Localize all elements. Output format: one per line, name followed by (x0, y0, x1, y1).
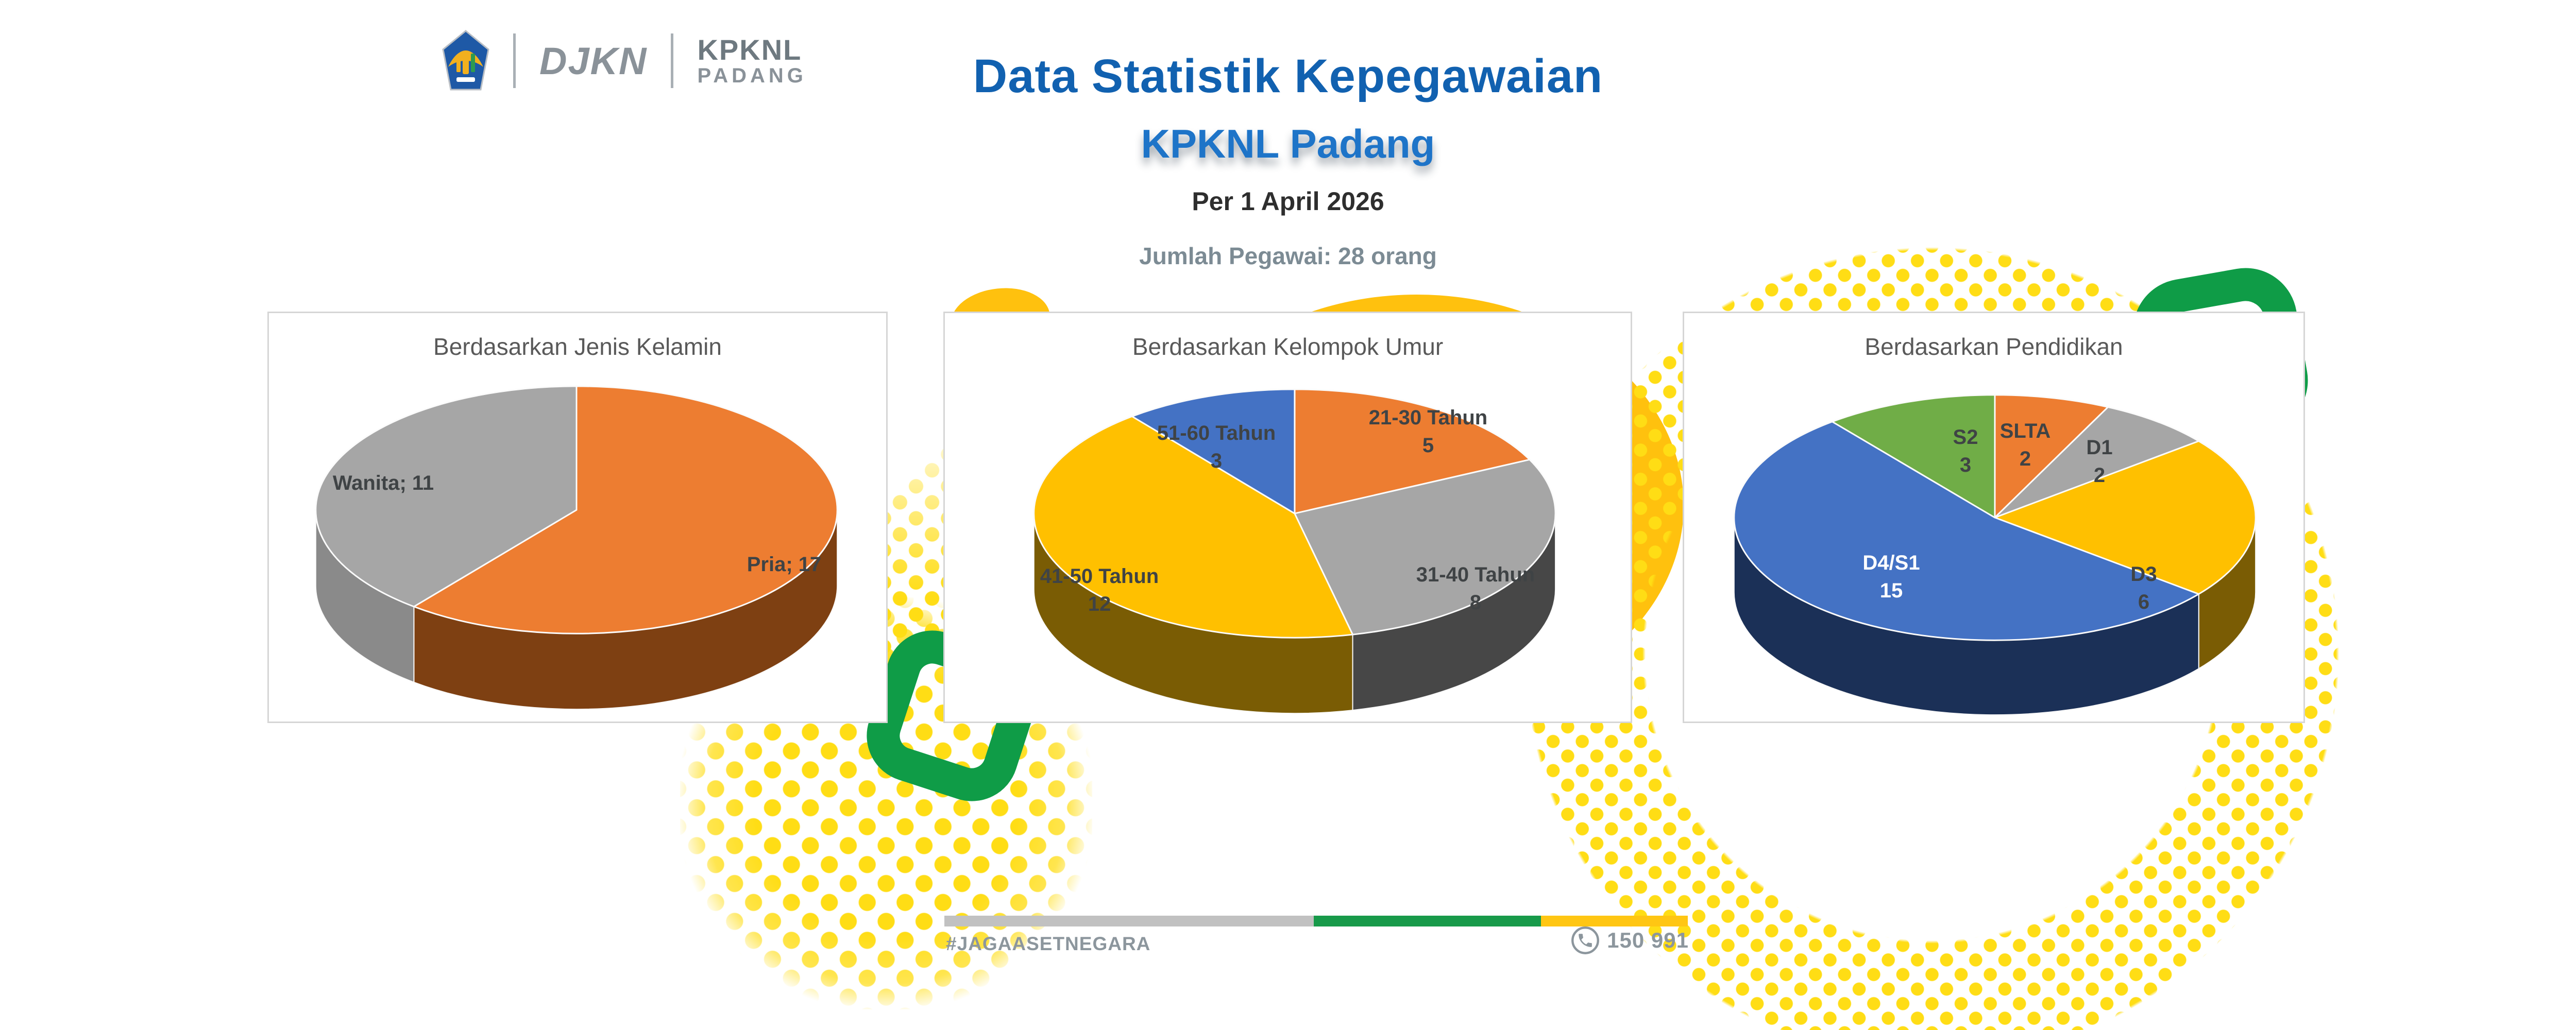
chart-panel-pendidikan: Berdasarkan Pendidikan SLTA 2 D1 2 D3 6 D4/S1 1… (1683, 312, 2305, 723)
footer-bar-segment (1314, 916, 1541, 926)
chart-title: Berdasarkan Pendidikan (1865, 333, 2123, 360)
page-subtitle: KPKNL Padang (1141, 121, 1435, 166)
chart-panel-jenis-kelamin: Berdasarkan Jenis Kelamin Pria; 17 Wanita… (267, 312, 888, 723)
pie-slice-label: 51-60 Tahun 3 (1157, 422, 1276, 472)
pie-slice-label: D1 2 (2086, 436, 2113, 487)
pie-slice-label: Wanita; 11 (332, 472, 434, 494)
footer-progress-bar (944, 916, 1688, 926)
as-of-date: Per 1 April 2026 (1192, 187, 1384, 216)
djkn-logo-text: DJKN (539, 39, 648, 82)
pie-chart-pendidikan (1733, 394, 2257, 716)
pie-slice-label: SLTA 2 (1999, 420, 2051, 470)
pie-slice-label: 31-40 Tahun 8 (1416, 563, 1535, 614)
pie-chart-jenis-kelamin (315, 385, 838, 710)
office-name: KPKNL (697, 33, 802, 66)
pie-slice-label: S2 3 (1953, 426, 1978, 476)
brand-row: DJKN KPKNL PADANG (442, 30, 807, 92)
kemenkeu-logo-icon (442, 30, 489, 91)
pie-slice-label: D4/S1 15 (1862, 552, 1920, 602)
pie-slice-label: D3 6 (2130, 563, 2157, 613)
office-city: PADANG (697, 64, 807, 88)
pie-slice-label: 41-50 Tahun 12 (1040, 565, 1159, 615)
pie-chart-kelompok-umur (1033, 388, 1556, 714)
employee-total: Jumlah Pegawai: 28 orang (1139, 243, 1437, 269)
office-name-block: KPKNL PADANG (697, 35, 806, 87)
footer-bar-segment (1541, 916, 1688, 926)
brand-divider (513, 33, 516, 88)
pie-slice-label: 21-30 Tahun 5 (1368, 406, 1488, 457)
brand-divider (671, 33, 674, 88)
chart-title: Berdasarkan Kelompok Umur (1132, 333, 1444, 360)
phone-in-circle-icon (1571, 926, 1600, 954)
hashtag-label: #JAGAASETNEGARA (946, 933, 1151, 954)
pie-slice-label: Pria; 17 (747, 553, 822, 576)
phone-number: 150 991 (1607, 928, 1689, 952)
page-title: Data Statistik Kepegawaian (973, 50, 1603, 102)
chart-panel-kelompok-umur: Berdasarkan Kelompok Umur 21-30 Tahun 5 31… (943, 312, 1632, 723)
phone-contact: 150 991 (1571, 926, 1689, 955)
footer-bar-segment (944, 916, 1314, 926)
chart-title: Berdasarkan Jenis Kelamin (433, 333, 722, 360)
